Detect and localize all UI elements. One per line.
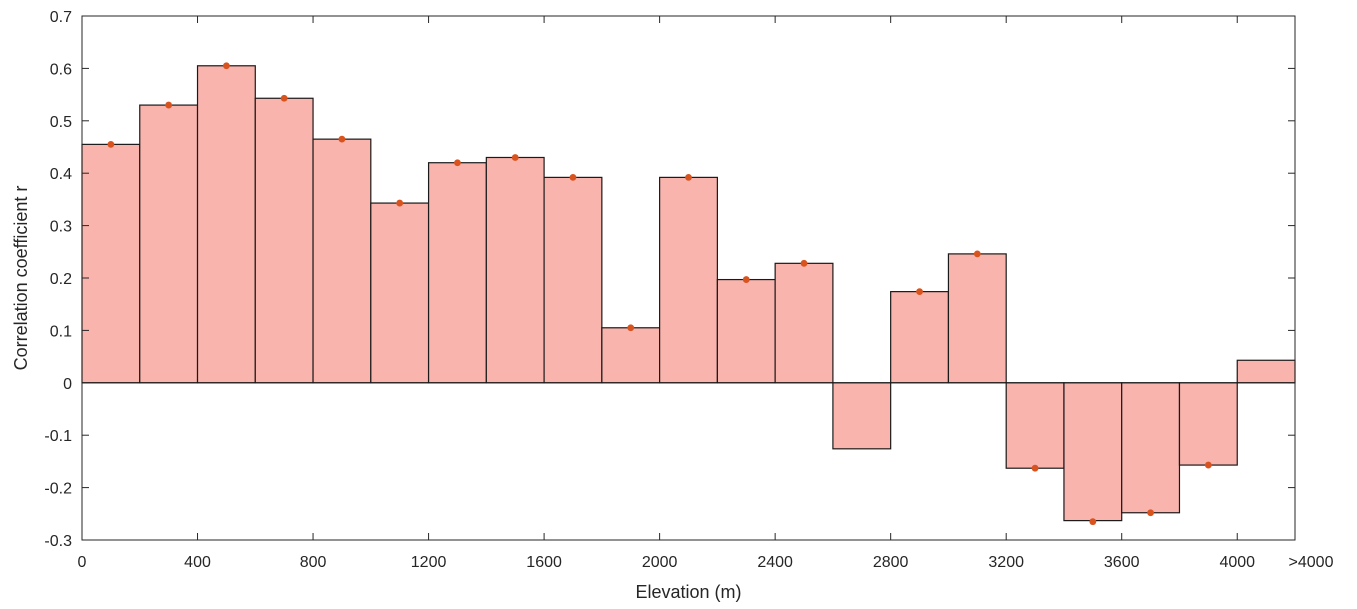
bar xyxy=(1063,382,1123,522)
y-tick-label: -0.2 xyxy=(44,481,72,498)
y-tick-label: 0.7 xyxy=(50,9,72,26)
data-point-marker xyxy=(396,199,404,207)
x-tick-label: 2000 xyxy=(642,554,678,571)
y-axis-title: Correlation coefficient r xyxy=(11,186,31,371)
data-point-marker xyxy=(223,62,230,70)
bar xyxy=(312,138,372,384)
x-tick-label: 1200 xyxy=(411,554,447,571)
data-point-marker xyxy=(280,94,288,102)
y-tick-label: 0 xyxy=(63,376,72,393)
x-tick-label: 1600 xyxy=(526,554,562,571)
data-point-marker xyxy=(165,101,173,109)
bar xyxy=(370,202,430,384)
data-point-marker xyxy=(800,259,808,267)
bar xyxy=(716,278,776,384)
x-axis-ticks: 0 400 800 1200 1600 2000 2400 2800 3200 3600 4000 >… xyxy=(78,16,1334,571)
data-point-marker xyxy=(1089,518,1097,526)
data-point-marker xyxy=(627,324,635,332)
x-tick-label: 4000 xyxy=(1219,554,1255,571)
markers-layer xyxy=(107,62,1212,526)
data-point-marker xyxy=(685,173,692,181)
bar xyxy=(832,382,892,450)
bar xyxy=(1121,382,1181,514)
y-tick-label: 0.5 xyxy=(50,114,72,131)
x-tick-label: 3600 xyxy=(1104,554,1140,571)
bar xyxy=(774,262,834,384)
bar xyxy=(139,104,199,384)
bar xyxy=(601,327,661,384)
x-tick-label: 0 xyxy=(78,554,87,571)
x-tick-label: 800 xyxy=(300,554,327,571)
bar xyxy=(1005,382,1065,469)
bar xyxy=(1178,382,1238,466)
bar xyxy=(947,253,1007,384)
x-tick-label: 2800 xyxy=(873,554,909,571)
bar xyxy=(485,156,545,384)
x-tick-label: 400 xyxy=(184,554,211,571)
x-tick-label: >4000 xyxy=(1289,554,1334,571)
data-point-marker xyxy=(1147,509,1154,517)
y-tick-label: 0.4 xyxy=(50,166,72,183)
y-axis-ticks: -0.3 -0.2 -0.1 0 0.1 0.2 0.3 0.4 0.5 0.6 0.7 xyxy=(44,9,1295,550)
x-axis-title: Elevation (m) xyxy=(635,582,741,602)
data-point-marker xyxy=(1031,464,1039,472)
data-point-marker xyxy=(1204,461,1212,469)
data-point-marker xyxy=(742,276,750,283)
data-point-marker xyxy=(511,154,519,161)
y-tick-label: 0.3 xyxy=(50,219,72,236)
data-point-marker xyxy=(338,135,346,143)
y-tick-label: -0.3 xyxy=(44,533,72,550)
bar xyxy=(543,176,603,384)
y-tick-label: 0.2 xyxy=(50,271,72,288)
data-point-marker xyxy=(916,288,923,296)
x-tick-label: 3200 xyxy=(988,554,1024,571)
data-point-marker xyxy=(454,159,461,167)
bar xyxy=(659,176,718,384)
x-tick-label: 2400 xyxy=(757,554,793,571)
data-point-marker xyxy=(569,173,577,181)
bar xyxy=(254,97,314,384)
bar xyxy=(890,291,950,384)
bar xyxy=(81,143,141,384)
y-tick-label: 0.6 xyxy=(50,61,72,78)
data-point-marker xyxy=(107,140,115,148)
bar xyxy=(1236,359,1296,384)
bars-layer xyxy=(81,65,1296,522)
y-tick-label: -0.1 xyxy=(44,428,72,445)
bar xyxy=(427,162,487,384)
y-tick-label: 0.1 xyxy=(50,323,72,340)
data-point-marker xyxy=(973,250,981,258)
bar xyxy=(196,65,256,384)
